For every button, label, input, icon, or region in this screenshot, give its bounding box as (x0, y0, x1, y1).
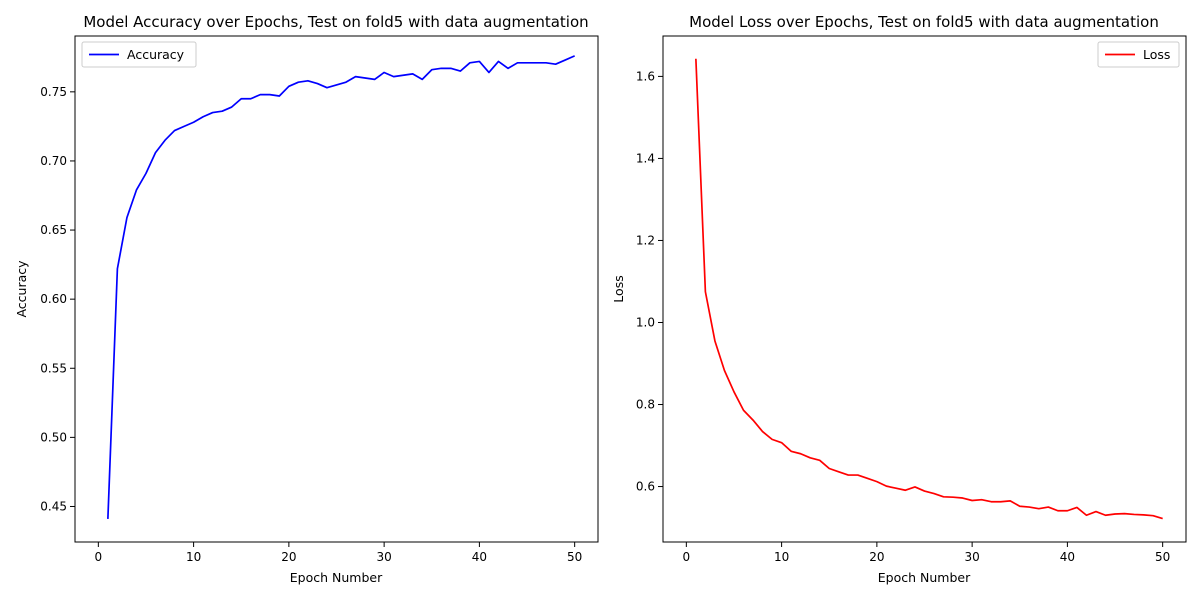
series-line-loss (695, 58, 1163, 520)
x-tick-label: 40 (472, 550, 487, 564)
legend: Loss (1097, 41, 1180, 68)
x-tick-label: 10 (774, 550, 789, 564)
y-tick-label: 1.0 (636, 315, 655, 329)
y-axis-label: Loss (611, 275, 626, 302)
legend-label-loss: Loss (1143, 47, 1170, 62)
loss-chart: Model Loss over Epochs, Test on fold5 wi… (611, 13, 1187, 585)
x-tick-label: 40 (1060, 550, 1075, 564)
chart-title: Model Loss over Epochs, Test on fold5 wi… (689, 13, 1159, 31)
series-line-accuracy (107, 55, 575, 519)
y-tick-label: 0.6 (636, 480, 655, 494)
x-tick-label: 20 (869, 550, 884, 564)
y-tick-label: 0.8 (636, 398, 655, 412)
legend: Accuracy (81, 41, 197, 68)
x-tick-label: 50 (1155, 550, 1170, 564)
plot-frame (662, 35, 1187, 543)
plot-frame (74, 35, 599, 543)
y-tick-label: 0.45 (40, 499, 67, 513)
chart-title: Model Accuracy over Epochs, Test on fold… (83, 13, 588, 31)
y-tick-label: 0.60 (40, 292, 67, 306)
y-tick-label: 0.55 (40, 361, 67, 375)
x-axis-label: Epoch Number (878, 570, 971, 585)
x-tick-label: 10 (186, 550, 201, 564)
x-axis-label: Epoch Number (290, 570, 383, 585)
legend-label-accuracy: Accuracy (127, 47, 185, 62)
y-tick-label: 1.4 (636, 151, 655, 165)
y-tick-label: 0.70 (40, 154, 67, 168)
legend-box (1097, 41, 1180, 68)
x-tick-label: 30 (964, 550, 979, 564)
y-tick-label: 0.75 (40, 85, 67, 99)
y-tick-label: 1.6 (636, 69, 655, 83)
legend-box (81, 41, 197, 68)
x-tick-label: 0 (95, 550, 103, 564)
x-tick-label: 50 (567, 550, 582, 564)
y-axis-label: Accuracy (14, 260, 29, 318)
x-tick-label: 30 (376, 550, 391, 564)
x-tick-label: 0 (683, 550, 691, 564)
x-tick-label: 20 (281, 550, 296, 564)
y-tick-label: 0.50 (40, 430, 67, 444)
accuracy-chart: Model Accuracy over Epochs, Test on fold… (14, 13, 599, 585)
y-tick-label: 1.2 (636, 233, 655, 247)
y-tick-label: 0.65 (40, 223, 67, 237)
